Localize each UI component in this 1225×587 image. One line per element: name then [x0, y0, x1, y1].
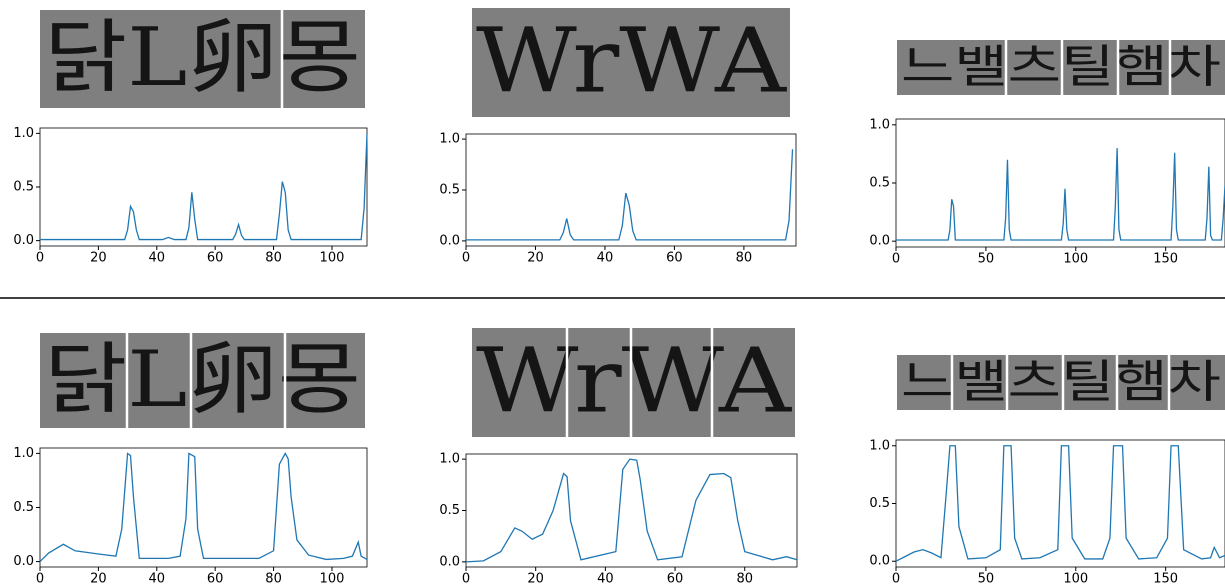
x-tick-label: 80 — [736, 572, 753, 587]
data-line — [466, 459, 797, 562]
data-line — [40, 453, 367, 561]
y-tick-label: 1.0 — [13, 126, 34, 141]
x-tick-label: 20 — [90, 572, 107, 587]
axes-frame — [466, 454, 797, 567]
x-tick-label: 40 — [149, 572, 166, 587]
x-tick-label: 40 — [149, 251, 166, 266]
y-tick-label: 0.0 — [869, 234, 890, 249]
y-tick-label: 1.0 — [439, 452, 460, 467]
x-tick-label: 150 — [1153, 572, 1178, 587]
y-tick-label: 1.0 — [869, 438, 890, 453]
axes-frame — [466, 134, 796, 246]
data-line — [466, 149, 793, 240]
x-tick-label: 80 — [736, 251, 753, 266]
x-tick-label: 0 — [892, 252, 900, 267]
y-tick-label: 1.0 — [869, 117, 890, 132]
x-tick-label: 150 — [1153, 252, 1178, 267]
x-tick-label: 100 — [320, 251, 345, 266]
x-tick-label: 0 — [36, 572, 44, 587]
y-tick-label: 1.0 — [13, 446, 34, 461]
y-tick-label: 1.0 — [439, 132, 460, 147]
x-tick-label: 60 — [207, 572, 224, 587]
x-tick-label: 100 — [320, 572, 345, 587]
y-tick-label: 0.0 — [439, 554, 460, 569]
y-tick-label: 0.5 — [439, 503, 460, 518]
y-tick-label: 0.5 — [13, 180, 34, 195]
y-tick-label: 0.0 — [869, 554, 890, 569]
y-tick-label: 0.5 — [439, 183, 460, 198]
x-tick-label: 100 — [1063, 572, 1088, 587]
image-text: 닭L卵몽 — [44, 10, 361, 104]
data-line — [40, 133, 367, 239]
x-tick-label: 20 — [527, 572, 544, 587]
figure: 닭L卵몽 0.0 0.5 1.0 0 20 40 60 80 100 WrWA 0.0 0.5 1.0 0 2… — [0, 0, 1225, 587]
image-text: WrWA — [476, 329, 793, 433]
y-tick-label: 0.0 — [13, 554, 34, 569]
x-tick-label: 20 — [527, 251, 544, 266]
image-text: 닭L卵몽 — [44, 335, 361, 425]
data-line — [896, 446, 1225, 561]
x-tick-label: 40 — [597, 251, 614, 266]
data-line — [896, 148, 1225, 240]
x-tick-label: 0 — [462, 572, 470, 587]
x-tick-label: 40 — [597, 572, 614, 587]
y-tick-label: 0.5 — [869, 496, 890, 511]
x-tick-label: 80 — [265, 572, 282, 587]
x-tick-label: 60 — [667, 572, 684, 587]
x-tick-label: 80 — [265, 251, 282, 266]
y-tick-label: 0.0 — [439, 233, 460, 248]
image-text: WrWA — [476, 9, 788, 113]
x-tick-label: 0 — [36, 251, 44, 266]
x-tick-label: 100 — [1063, 252, 1088, 267]
x-tick-label: 50 — [978, 252, 995, 267]
image-text: 느밸츠틸햄차 — [901, 355, 1221, 408]
x-tick-label: 0 — [462, 251, 470, 266]
x-tick-label: 50 — [978, 572, 995, 587]
y-tick-label: 0.5 — [13, 500, 34, 515]
x-tick-label: 60 — [666, 251, 683, 266]
x-tick-label: 60 — [207, 251, 224, 266]
axes-frame — [40, 128, 367, 246]
y-tick-label: 0.0 — [13, 233, 34, 248]
axes-frame — [40, 448, 367, 567]
x-tick-label: 20 — [90, 251, 107, 266]
y-tick-label: 0.5 — [869, 176, 890, 191]
x-tick-label: 0 — [892, 572, 900, 587]
